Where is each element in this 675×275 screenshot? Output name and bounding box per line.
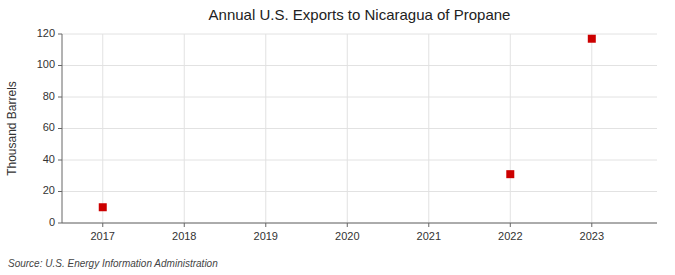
points <box>99 35 596 212</box>
y-grid-line <box>62 34 657 35</box>
point <box>588 35 596 43</box>
y-grid-line <box>62 160 657 161</box>
x-tick <box>510 223 511 227</box>
y-grid-line <box>62 223 657 224</box>
y-tick <box>58 160 62 161</box>
x-axis: 2017 2018 2019 2020 2021 2022 2023 <box>91 223 605 242</box>
y-tick <box>58 65 62 66</box>
x-grid-line <box>265 34 266 223</box>
x-grid-line <box>347 34 348 223</box>
y-axis: 0 20 40 60 80 100 120 <box>37 27 62 228</box>
chart-container: 0204060801001202017201820192020202120222… <box>0 0 675 275</box>
chart-svg: 0204060801001202017201820192020202120222… <box>0 0 675 275</box>
x-tick <box>347 223 348 227</box>
y-tick-label: 120 <box>37 27 55 39</box>
x-tick-label: 2020 <box>335 230 359 242</box>
y-grid-line <box>62 128 657 129</box>
source: Source: U.S. Energy Information Administ… <box>8 258 218 269</box>
x-tick <box>591 223 592 227</box>
y-tick <box>58 34 62 35</box>
x-grid-line <box>591 34 592 223</box>
x-tick <box>184 223 185 227</box>
y-tick-label: 0 <box>49 216 55 228</box>
grid <box>62 34 657 223</box>
x-tick <box>428 223 429 227</box>
x-tick-label: 2017 <box>91 230 115 242</box>
y-tick-label: 100 <box>37 58 55 70</box>
y-grid-line <box>62 97 657 98</box>
y-tick <box>58 191 62 192</box>
x-axis-line <box>62 223 657 224</box>
y-tick-label: 60 <box>43 121 55 133</box>
y-tick <box>58 223 62 224</box>
x-grid-line <box>510 34 511 223</box>
title: Annual U.S. Exports to Nicaragua of Prop… <box>209 6 511 23</box>
x-grid-line <box>184 34 185 223</box>
x-tick-label: 2019 <box>254 230 278 242</box>
point <box>506 170 514 178</box>
x-tick <box>265 223 266 227</box>
x-tick-label: 2018 <box>172 230 196 242</box>
x-tick <box>102 223 103 227</box>
y-grid-line <box>62 65 657 66</box>
x-tick-label: 2021 <box>417 230 441 242</box>
x-tick-label: 2023 <box>580 230 604 242</box>
y-grid-line <box>62 191 657 192</box>
y-tick-label: 40 <box>43 153 55 165</box>
y-tick <box>58 97 62 98</box>
point <box>99 203 107 211</box>
y-tick-label: 20 <box>43 184 55 196</box>
x-grid-line <box>102 34 103 223</box>
y-tick <box>58 128 62 129</box>
x-grid-line <box>428 34 429 223</box>
y-axis-label: Thousand Barrels <box>5 81 19 176</box>
y-tick-label: 80 <box>43 90 55 102</box>
x-tick-label: 2022 <box>498 230 522 242</box>
